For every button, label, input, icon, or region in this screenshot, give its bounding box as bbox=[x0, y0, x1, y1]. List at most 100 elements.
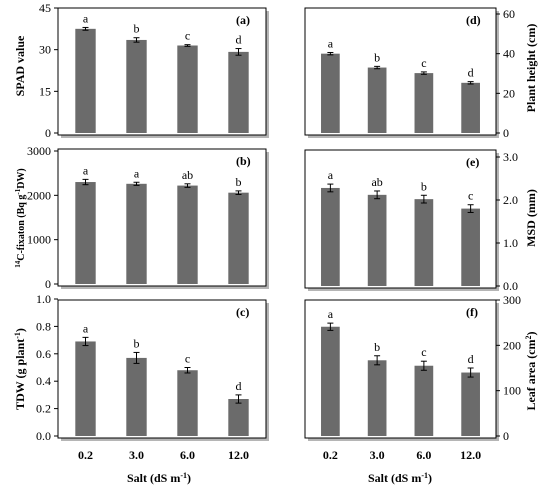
x-tick-label: 6.0 bbox=[180, 448, 195, 462]
xlabel-left: Salt (dS m-1) bbox=[127, 471, 191, 486]
panel-tag: (e) bbox=[466, 155, 479, 169]
error-bar bbox=[184, 44, 191, 47]
panel-tag: (d) bbox=[466, 13, 481, 27]
panel-e: 0.0 1.0 2.0 3.0 a ab b c (e) bbox=[304, 149, 518, 293]
error-bar bbox=[374, 355, 381, 366]
x-tick-label: 12.0 bbox=[460, 448, 481, 462]
bar-12.0 bbox=[461, 82, 480, 133]
y-tick-label: 20 bbox=[503, 86, 515, 100]
significance-letter: a bbox=[134, 166, 140, 180]
significance-letter: a bbox=[328, 307, 334, 321]
error-bar bbox=[235, 48, 242, 56]
error-bar bbox=[184, 183, 191, 188]
ylabel-leaf-area: Leaf area (cm2) bbox=[524, 331, 539, 410]
significance-letter: c bbox=[185, 29, 190, 43]
error-bar bbox=[82, 26, 89, 31]
error-bar bbox=[327, 51, 334, 56]
bar-6.0 bbox=[177, 370, 198, 436]
error-bar bbox=[133, 37, 140, 43]
ylabel-spad: SPAD value bbox=[13, 35, 27, 96]
panel-frame bbox=[57, 299, 267, 439]
y-tick-label: 0 bbox=[45, 126, 51, 140]
panel-a: 0 15 30 45 a b c d (a) bbox=[39, 1, 269, 140]
y-tick-label: 0.0 bbox=[503, 279, 518, 293]
bar-6.0 bbox=[177, 45, 198, 133]
significance-letter: a bbox=[328, 168, 334, 182]
bar-0.2 bbox=[75, 341, 96, 436]
error-bar bbox=[327, 183, 334, 193]
error-bar bbox=[82, 336, 89, 347]
panel-tag: (c) bbox=[236, 305, 249, 319]
y-tick-label: 0.4 bbox=[36, 374, 51, 388]
y-tick-label: 0.2 bbox=[36, 402, 51, 416]
x-tick-label: 12.0 bbox=[228, 448, 249, 462]
y-tick-label: 0.0 bbox=[36, 429, 51, 443]
error-bar bbox=[133, 181, 140, 186]
bar-12.0 bbox=[228, 399, 249, 436]
significance-letter: b bbox=[421, 179, 427, 193]
significance-letter: b bbox=[134, 336, 140, 350]
bar-3.0 bbox=[126, 183, 147, 284]
bar-3.0 bbox=[367, 194, 387, 286]
bar-3.0 bbox=[126, 357, 147, 436]
y-tick-label: 3.0 bbox=[503, 150, 518, 164]
y-tick-label: 100 bbox=[503, 384, 521, 398]
significance-letter: b bbox=[374, 50, 380, 64]
y-tick-label: 0 bbox=[45, 277, 51, 291]
significance-letter: d bbox=[468, 352, 474, 366]
y-tick-label: 200 bbox=[503, 338, 521, 352]
error-bar bbox=[374, 65, 381, 70]
ylabel-14c: 14C-fixaton (Bq g-1DW) bbox=[14, 168, 27, 268]
significance-letter: a bbox=[83, 163, 89, 177]
y-tick-label: 30 bbox=[39, 43, 51, 57]
y-tick-label: 60 bbox=[503, 7, 515, 21]
y-tick-label: 3000 bbox=[27, 144, 51, 158]
error-bar bbox=[327, 322, 334, 331]
error-bar bbox=[82, 178, 89, 186]
panel-tag: (b) bbox=[236, 154, 251, 168]
x-tick-label: 3.0 bbox=[370, 448, 385, 462]
x-tick-label: 0.2 bbox=[78, 448, 93, 462]
y-tick-label: 15 bbox=[39, 84, 51, 98]
error-bar bbox=[467, 204, 474, 213]
panel-frame bbox=[57, 7, 267, 136]
bar-0.2 bbox=[75, 28, 96, 133]
bar-0.2 bbox=[321, 187, 340, 286]
x-tick-labels-right: 0.2 3.0 6.0 12.0 bbox=[323, 448, 481, 462]
error-bar bbox=[467, 81, 474, 85]
y-tick-label: 45 bbox=[39, 1, 51, 15]
ylabel-height: Plant height (cm) bbox=[524, 24, 538, 113]
y-tick-label: 0.8 bbox=[36, 319, 51, 333]
error-bar bbox=[235, 394, 242, 404]
y-tick-label: 1.0 bbox=[503, 236, 518, 250]
x-tick-label: 3.0 bbox=[129, 448, 144, 462]
bar-12.0 bbox=[228, 192, 249, 284]
panel-tag: (a) bbox=[236, 13, 250, 27]
panel-c: 0.0 0.2 0.4 0.6 0.8 1.0 a b c d (c) bbox=[36, 292, 269, 443]
y-tick-label: 1.0 bbox=[36, 292, 51, 306]
significance-letter: b bbox=[236, 175, 242, 189]
x-tick-label: 0.2 bbox=[323, 448, 338, 462]
bar-6.0 bbox=[177, 185, 198, 284]
panel-frame bbox=[304, 7, 497, 136]
significance-letter: a bbox=[328, 36, 334, 50]
ylabel-tdw: TDW (g plant-1) bbox=[13, 328, 28, 410]
bar-12.0 bbox=[461, 208, 480, 286]
bar-12.0 bbox=[228, 51, 249, 134]
bar-3.0 bbox=[367, 67, 387, 133]
bar-12.0 bbox=[461, 372, 480, 436]
bar-3.0 bbox=[367, 360, 387, 436]
bar-6.0 bbox=[414, 73, 434, 133]
panel-d: 0 20 40 60 a b c d (d) bbox=[304, 7, 515, 140]
bar-6.0 bbox=[414, 199, 434, 286]
bar-0.2 bbox=[321, 326, 340, 436]
significance-letter: d bbox=[468, 66, 474, 80]
significance-letter: a bbox=[83, 321, 89, 335]
significance-letter: d bbox=[236, 379, 242, 393]
significance-letter: c bbox=[421, 345, 426, 359]
significance-letter: d bbox=[236, 33, 242, 47]
error-bar bbox=[420, 360, 427, 371]
panel-frame bbox=[304, 149, 497, 289]
